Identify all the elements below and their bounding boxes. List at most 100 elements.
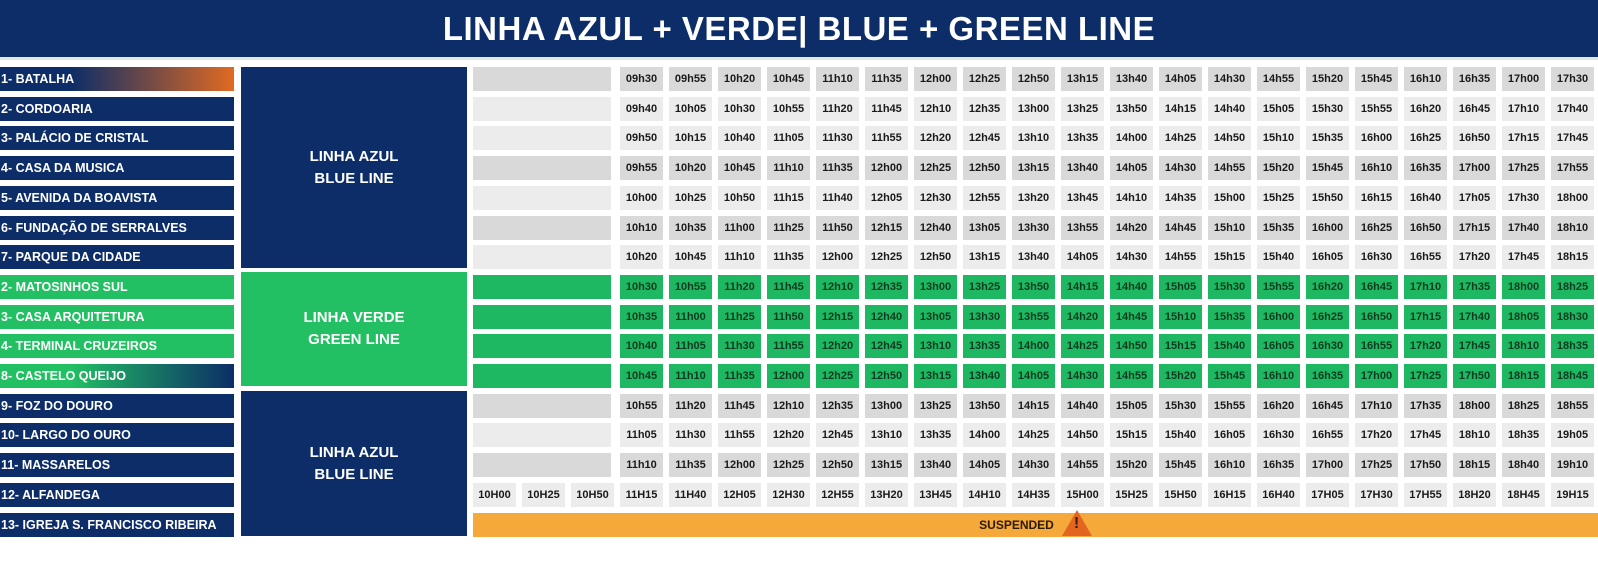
departure-time: 10h20 [669, 156, 712, 180]
departure-time: 17h10 [1355, 394, 1398, 418]
departure-time: 17h20 [1355, 423, 1398, 447]
departure-time: 12h40 [914, 216, 957, 240]
departure-time: 11h50 [816, 216, 859, 240]
departure-time: 11h10 [816, 67, 859, 91]
departure-time: 09h55 [620, 156, 663, 180]
line-name-en: BLUE LINE [314, 465, 394, 483]
departure-time: 11h10 [767, 156, 810, 180]
departure-time: 12h50 [1012, 67, 1055, 91]
departure-time: 13h25 [963, 275, 1006, 299]
departure-time: 12h35 [865, 275, 908, 299]
departure-time: 16h10 [1257, 364, 1300, 388]
departure-time: 16h05 [1257, 334, 1300, 358]
departure-time: 16h10 [1355, 156, 1398, 180]
departure-time: 15h00 [1208, 186, 1251, 210]
departure-time: 10h40 [620, 334, 663, 358]
suspended-label: SUSPENDED [979, 518, 1054, 532]
departure-time: 15H25 [1110, 483, 1153, 507]
departure-time: 15h35 [1306, 126, 1349, 150]
departure-time: 12H05 [718, 483, 761, 507]
departure-time: 16h55 [1355, 334, 1398, 358]
departure-time: 12h25 [767, 453, 810, 477]
departure-time: 17h00 [1306, 453, 1349, 477]
departure-time: 11h45 [718, 394, 761, 418]
departure-time: 10h55 [767, 97, 810, 121]
departure-time: 16h10 [1404, 67, 1447, 91]
departure-time: 17h25 [1404, 364, 1447, 388]
departure-time: 15h10 [1159, 305, 1202, 329]
departure-time: 13h55 [1061, 216, 1104, 240]
departure-time: 10h10 [620, 216, 663, 240]
departure-time: 17h40 [1551, 97, 1594, 121]
departure-time: 15h15 [1208, 245, 1251, 269]
departure-time: 17H55 [1404, 483, 1447, 507]
departure-time: 12h50 [914, 245, 957, 269]
departure-time: 10H00 [473, 483, 516, 507]
departure-time: 13h25 [914, 394, 957, 418]
departure-time: 11h05 [767, 126, 810, 150]
departure-time: 11h55 [767, 334, 810, 358]
departure-time: 16h40 [1404, 186, 1447, 210]
departure-time: 12h25 [963, 67, 1006, 91]
departure-time: 17h30 [1502, 186, 1545, 210]
departure-time: 10h55 [620, 394, 663, 418]
departure-time: 16h25 [1355, 216, 1398, 240]
departure-time: 11h40 [816, 186, 859, 210]
departure-time: 17h15 [1404, 305, 1447, 329]
departure-time: 16H40 [1257, 483, 1300, 507]
departure-time: 16h15 [1355, 186, 1398, 210]
departure-time: 17h20 [1453, 245, 1496, 269]
departure-time: 15h45 [1355, 67, 1398, 91]
departure-time: 15h25 [1257, 186, 1300, 210]
departure-time: 14h10 [1110, 186, 1153, 210]
departure-time: 17h10 [1404, 275, 1447, 299]
departure-time: 14H10 [963, 483, 1006, 507]
station-label: 6- FUNDAÇÃO DE SERRALVES [0, 216, 234, 240]
departure-time: 11h55 [718, 423, 761, 447]
departure-time: 11h10 [620, 453, 663, 477]
departure-time: 16h30 [1306, 334, 1349, 358]
departure-time: 16h45 [1306, 394, 1349, 418]
departure-time: 10h55 [669, 275, 712, 299]
departure-time: 14h30 [1061, 364, 1104, 388]
departure-time: 15h35 [1257, 216, 1300, 240]
departure-time: 19H15 [1551, 483, 1594, 507]
departure-time: 15h55 [1355, 97, 1398, 121]
departure-time: 16h35 [1404, 156, 1447, 180]
departure-time: 18h30 [1551, 305, 1594, 329]
departure-time: 19h10 [1551, 453, 1594, 477]
departure-time: 12h45 [816, 423, 859, 447]
line-name-pt: LINHA AZUL [309, 147, 399, 165]
departure-time: 12H30 [767, 483, 810, 507]
departure-time: 11h25 [767, 216, 810, 240]
departure-time: 12h20 [914, 126, 957, 150]
departure-time: 12h50 [816, 453, 859, 477]
departure-time: 11h45 [767, 275, 810, 299]
departure-time: 14h05 [963, 453, 1006, 477]
departure-time: 18h10 [1551, 216, 1594, 240]
departure-time: 11h50 [767, 305, 810, 329]
departure-time: 17h45 [1453, 334, 1496, 358]
departure-time: 11H15 [620, 483, 663, 507]
departure-time: 11h35 [718, 364, 761, 388]
departure-time: 14h30 [1208, 67, 1251, 91]
departure-time: 10H50 [571, 483, 614, 507]
departure-time: 17h35 [1404, 394, 1447, 418]
departure-time: 15h05 [1159, 275, 1202, 299]
departure-time: 18h10 [1453, 423, 1496, 447]
departure-time: 15h15 [1159, 334, 1202, 358]
departure-time: 11h30 [669, 423, 712, 447]
empty-cell [473, 186, 611, 210]
departure-time: 14h40 [1061, 394, 1104, 418]
departure-time: 14h40 [1110, 275, 1153, 299]
departure-time: 14h25 [1012, 423, 1055, 447]
departure-time: 18h55 [1551, 394, 1594, 418]
departure-time: 12h05 [865, 186, 908, 210]
departure-time: 11h10 [669, 364, 712, 388]
departure-time: 12h35 [816, 394, 859, 418]
departure-time: 11h35 [669, 453, 712, 477]
departure-time: 17h00 [1453, 156, 1496, 180]
departure-time: 15H50 [1159, 483, 1202, 507]
line-block-blue-upper: LINHA AZUL BLUE LINE [241, 67, 467, 268]
station-label: 4- CASA DA MUSICA [0, 156, 234, 180]
